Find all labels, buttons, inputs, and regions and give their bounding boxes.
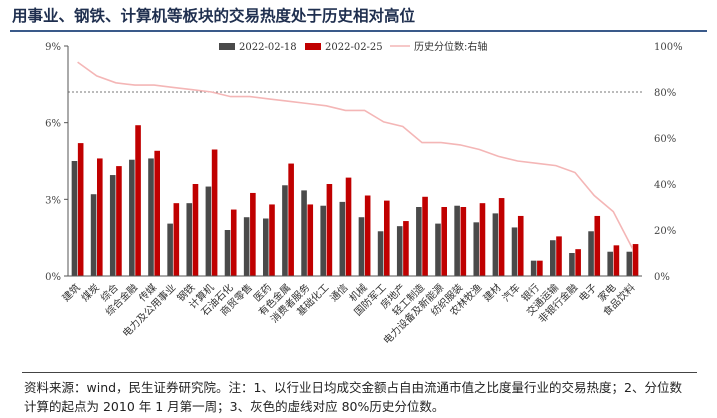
bar-2022-02-25 — [307, 204, 314, 276]
bar-2022-02-18 — [435, 223, 441, 276]
category-label: 电子 — [576, 281, 599, 304]
bars-layer — [71, 125, 639, 276]
bar-2022-02-18 — [205, 186, 212, 276]
source-divider — [22, 372, 697, 373]
bar-2022-02-18 — [224, 230, 231, 276]
bar-2022-02-25 — [384, 200, 390, 276]
legend-label-2022-02-25: 2022-02-25 — [325, 42, 383, 53]
right-tick-label: 60% — [654, 134, 676, 145]
right-tick-label: 20% — [654, 226, 676, 237]
category-label: 汽车 — [499, 281, 522, 304]
bar-2022-02-25 — [613, 245, 620, 276]
bar-2022-02-25 — [422, 196, 428, 276]
bar-2022-02-18 — [530, 260, 537, 276]
left-tick-label: 3% — [45, 195, 61, 206]
bar-2022-02-25 — [211, 149, 218, 276]
bar-2022-02-18 — [550, 240, 556, 276]
legend-label-2022-02-18: 2022-02-18 — [239, 42, 297, 53]
bar-2022-02-25 — [116, 166, 122, 276]
bar-2022-02-25 — [441, 207, 447, 276]
bar-2022-02-25 — [556, 236, 562, 276]
bar-2022-02-18 — [148, 158, 154, 276]
bar-2022-02-18 — [588, 231, 594, 276]
category-label: 建材 — [480, 281, 503, 304]
bar-2022-02-25 — [517, 215, 524, 276]
legend: 2022-02-18 2022-02-25 历史分位数:右轴 — [219, 40, 487, 53]
bar-2022-02-25 — [498, 198, 505, 276]
category-label: 通信 — [328, 282, 351, 305]
bar-2022-02-18 — [71, 161, 78, 276]
bar-2022-02-18 — [358, 217, 365, 276]
category-label: 建筑 — [59, 281, 82, 304]
bar-2022-02-18 — [167, 223, 173, 276]
bar-2022-02-18 — [129, 159, 135, 276]
bar-2022-02-18 — [282, 185, 288, 276]
bar-2022-02-18 — [339, 201, 346, 276]
bar-2022-02-18 — [626, 251, 633, 276]
source-note: 资料来源：wind，民生证券研究院。注：1、以行业日均成交金额占自由流通市值之比… — [24, 380, 682, 414]
bar-2022-02-18 — [396, 226, 403, 276]
bar-2022-02-18 — [511, 227, 518, 276]
bar-2022-02-18 — [569, 253, 575, 276]
left-tick-label: 0% — [45, 272, 61, 283]
bar-2022-02-18 — [320, 205, 326, 276]
bar-2022-02-25 — [173, 203, 180, 276]
bar-2022-02-18 — [473, 222, 480, 276]
bar-2022-02-25 — [288, 163, 294, 276]
legend-swatch-2022-02-18 — [219, 43, 235, 50]
legend-swatch-2022-02-25 — [305, 43, 321, 50]
bar-2022-02-25 — [364, 195, 371, 276]
right-tick-label: 40% — [654, 180, 676, 191]
percentile-line-layer — [77, 61, 634, 249]
category-label: 煤炭 — [78, 281, 101, 304]
bar-2022-02-25 — [575, 249, 581, 276]
bar-2022-02-25 — [326, 184, 333, 276]
bar-2022-02-18 — [416, 207, 422, 276]
bar-2022-02-18 — [301, 190, 307, 276]
bar-line-chart: 0%3%6%9%0%20%40%60%80%100%建筑煤炭综合综合金融传媒电力… — [45, 40, 683, 347]
bar-2022-02-18 — [109, 175, 116, 276]
bar-2022-02-25 — [269, 204, 275, 276]
bar-2022-02-25 — [230, 209, 237, 276]
bar-2022-02-25 — [192, 184, 199, 276]
bar-2022-02-18 — [243, 217, 250, 276]
bar-2022-02-18 — [263, 218, 269, 276]
left-tick-label: 6% — [45, 119, 61, 130]
right-tick-label: 80% — [654, 88, 676, 99]
percentile-line — [77, 61, 634, 249]
bar-2022-02-25 — [594, 215, 601, 276]
bar-2022-02-18 — [90, 194, 97, 276]
bar-2022-02-25 — [632, 244, 639, 276]
bar-2022-02-25 — [403, 221, 409, 276]
right-tick-label: 100% — [654, 42, 683, 53]
bar-2022-02-18 — [377, 231, 384, 276]
bar-2022-02-25 — [77, 143, 84, 276]
bar-2022-02-18 — [492, 213, 499, 276]
bar-2022-02-25 — [135, 125, 141, 276]
bar-2022-02-25 — [250, 192, 256, 276]
bar-2022-02-18 — [186, 203, 193, 276]
legend-label-percentile: 历史分位数:右轴 — [414, 40, 487, 53]
bar-2022-02-25 — [97, 158, 103, 276]
right-tick-label: 0% — [654, 272, 670, 283]
bar-2022-02-25 — [460, 207, 467, 276]
bar-2022-02-18 — [607, 251, 613, 276]
title-divider — [10, 30, 707, 32]
bar-2022-02-25 — [537, 260, 543, 276]
bar-2022-02-25 — [154, 150, 160, 276]
bar-2022-02-25 — [345, 177, 352, 276]
bar-2022-02-25 — [479, 203, 486, 276]
bar-2022-02-18 — [454, 205, 460, 276]
chart-title: 用事业、钢铁、计算机等板块的交易热度处于历史相对高位 — [12, 7, 416, 25]
left-tick-label: 9% — [45, 42, 61, 53]
